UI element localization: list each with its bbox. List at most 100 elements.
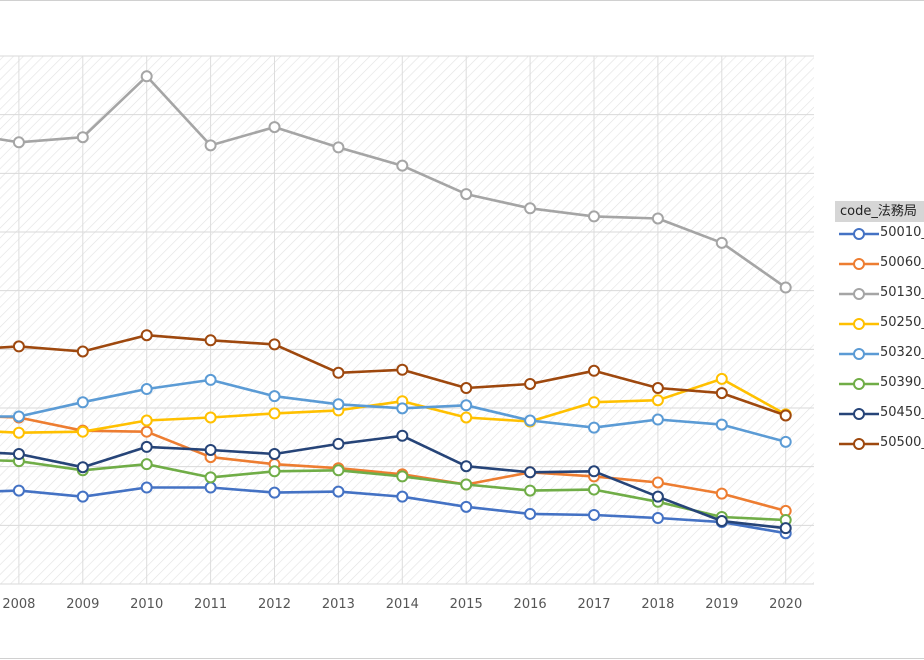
data-point: [396, 402, 409, 415]
x-tick-label: 2011: [194, 597, 227, 612]
data-point: [332, 437, 345, 450]
data-point: [524, 484, 537, 497]
data-point: [460, 399, 473, 412]
data-point: [651, 512, 664, 524]
x-tick-label: 2009: [66, 597, 99, 612]
data-point: [204, 411, 217, 424]
data-point: [140, 329, 153, 342]
data-point: [76, 131, 89, 144]
legend-marker-icon: [839, 438, 879, 450]
legend-title: code_法務局: [835, 201, 924, 222]
x-tick-label: 2017: [577, 597, 610, 612]
data-point: [651, 476, 664, 489]
legend-item: 50130_: [835, 282, 924, 312]
legend: code_法務局 50010_ 50060_ 50130_ 50250_ 50320_ 5…: [835, 201, 924, 462]
data-point: [779, 281, 792, 294]
data-point: [12, 136, 25, 149]
data-point: [396, 429, 409, 442]
x-axis-ticks: 2008 2009 2010 2011 2012 2013 2014 2015 2016 2017…: [2, 597, 802, 612]
frame-bottom-border: [0, 658, 924, 659]
data-point: [588, 364, 600, 377]
data-point: [524, 466, 537, 479]
data-point: [12, 340, 25, 353]
data-point: [140, 425, 153, 438]
data-point: [12, 448, 25, 461]
series-line: [0, 75, 787, 289]
x-tick-label: 2020: [769, 597, 802, 612]
data-point: [715, 236, 728, 249]
data-point: [268, 338, 281, 351]
data-point: [12, 426, 25, 439]
data-point: [12, 484, 25, 497]
legend-marker-icon: [839, 318, 879, 330]
data-point: [396, 490, 409, 503]
data-point: [76, 425, 89, 438]
x-tick-label: 2019: [705, 597, 738, 612]
data-point: [651, 212, 664, 225]
legend-label: 50450_: [880, 405, 924, 420]
data-point: [268, 407, 281, 420]
data-point: [204, 443, 217, 456]
series-line: [0, 486, 786, 535]
legend-marker-icon: [839, 378, 879, 390]
data-point: [588, 483, 600, 496]
data-point: [12, 410, 25, 423]
legend-item: 50500_: [835, 432, 924, 462]
data-point: [588, 396, 600, 409]
plot-area: [0, 56, 814, 584]
data-point: [715, 515, 728, 528]
data-point: [268, 121, 281, 134]
data-point: [651, 382, 664, 395]
data-point: [779, 435, 792, 448]
legend-label: 50060_: [880, 255, 924, 270]
data-point: [76, 345, 89, 358]
data-point: [76, 461, 89, 474]
series-line: [0, 378, 787, 444]
data-point: [332, 366, 345, 379]
legend-items: 50010_ 50060_ 50130_ 50250_ 50320_ 50390_ 5045…: [835, 222, 924, 462]
data-point: [779, 522, 792, 535]
legend-label: 50320_: [880, 345, 924, 360]
series-50130: [0, 70, 792, 294]
x-tick-label: 2012: [258, 597, 291, 612]
data-point: [460, 500, 473, 513]
data-point: [332, 141, 345, 154]
data-point: [204, 481, 217, 494]
data-point: [651, 413, 664, 426]
data-point: [524, 202, 537, 215]
frame-top-border: [0, 0, 924, 1]
series-50500: [0, 329, 792, 422]
series-layer: [0, 70, 792, 540]
legend-item: 50060_: [835, 252, 924, 282]
x-tick-label: 2014: [386, 597, 419, 612]
data-point: [332, 464, 345, 477]
data-point: [715, 387, 728, 400]
legend-item: 50250_: [835, 312, 924, 342]
data-point: [396, 470, 409, 483]
data-point: [588, 421, 600, 434]
data-point: [204, 334, 217, 347]
data-point: [524, 377, 537, 390]
data-point: [460, 411, 473, 424]
data-point: [460, 188, 473, 201]
legend-item: 50320_: [835, 342, 924, 372]
x-tick-label: 2008: [2, 597, 35, 612]
legend-label: 50130_: [880, 285, 924, 300]
series-line: [0, 434, 786, 530]
x-tick-label: 2016: [514, 597, 547, 612]
data-point: [524, 414, 537, 427]
legend-marker-icon: [839, 348, 879, 360]
series-line: [0, 459, 786, 522]
legend-label: 50500_: [880, 435, 924, 450]
data-point: [204, 471, 217, 484]
data-point: [268, 448, 281, 461]
series-line: [0, 333, 787, 417]
data-point: [332, 485, 345, 498]
legend-label: 50010_: [880, 225, 924, 240]
data-point: [140, 458, 153, 471]
x-tick-label: 2018: [641, 597, 674, 612]
data-point: [76, 396, 89, 409]
data-point: [460, 382, 473, 395]
legend-item: 50390_: [835, 372, 924, 402]
